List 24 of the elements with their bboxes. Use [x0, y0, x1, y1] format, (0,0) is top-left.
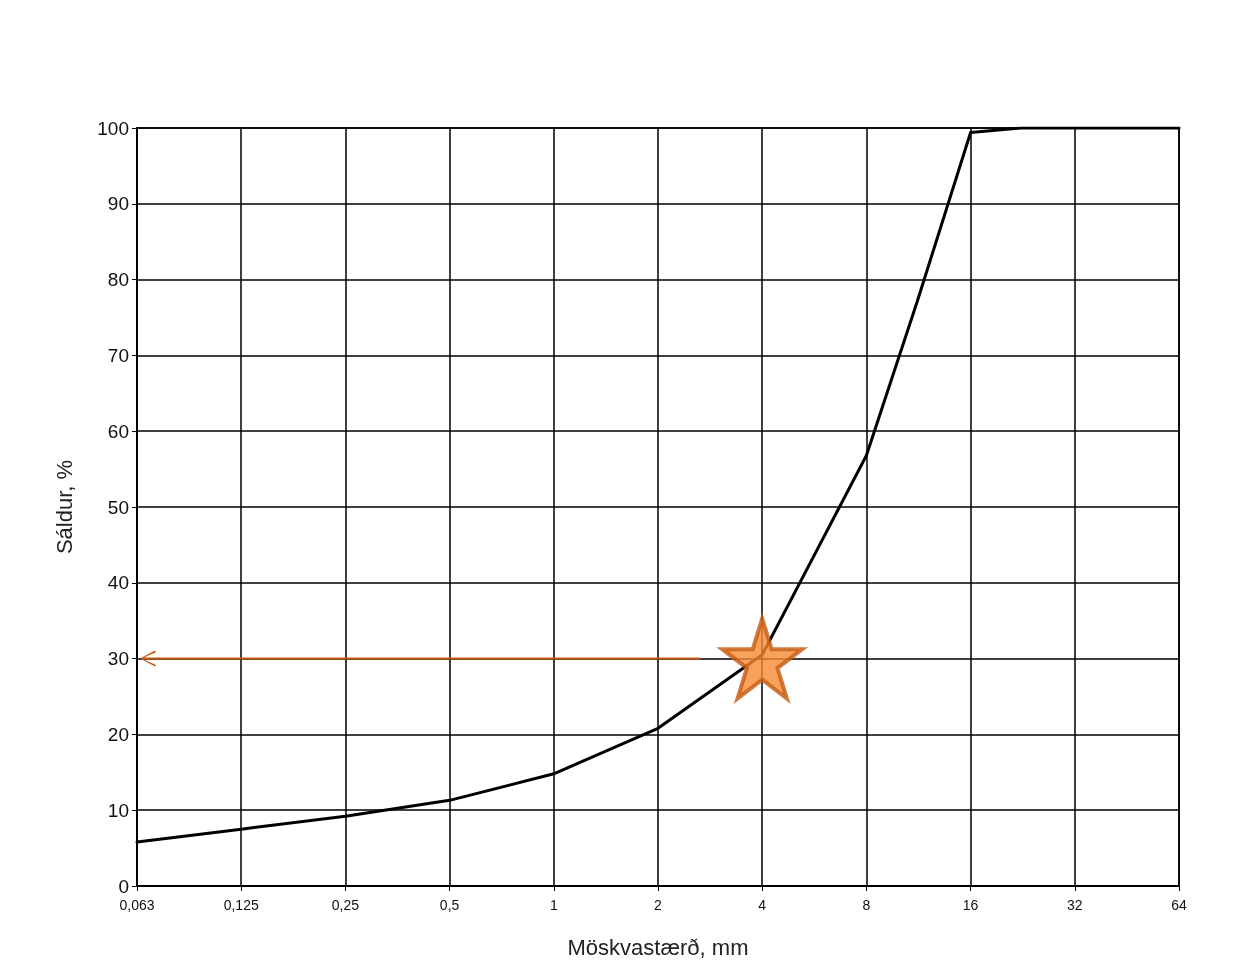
x-axis-title: Möskvastærð, mm — [567, 934, 749, 960]
y-tick-label: 50 — [107, 496, 129, 518]
x-tick-label: 0,125 — [223, 897, 259, 913]
y-tick-label: 10 — [107, 799, 129, 821]
x-tick-label: 4 — [758, 897, 767, 913]
y-tick-label: 30 — [107, 648, 129, 670]
x-tick-label: 16 — [962, 897, 979, 913]
y-tick-label: 80 — [107, 269, 129, 291]
x-tick-label: 0,25 — [331, 897, 360, 913]
x-tick-label: 0,5 — [439, 897, 460, 913]
y-tick-label: 60 — [107, 420, 129, 442]
y-axis-title: Sáldur, % — [51, 459, 77, 555]
y-tick-label: 40 — [107, 572, 129, 594]
y-tick-label: 0 — [118, 875, 129, 897]
y-tick-label: 20 — [107, 723, 129, 745]
x-tick-label: 32 — [1067, 897, 1083, 913]
x-tick-label: 8 — [862, 897, 871, 913]
y-tick-label: 90 — [107, 193, 129, 215]
x-tick-label: 64 — [1171, 897, 1187, 913]
x-tick-label: 2 — [654, 897, 663, 913]
y-tick-label: 100 — [97, 117, 129, 139]
y-tick-label: 70 — [107, 344, 129, 366]
x-tick-label: 1 — [549, 897, 558, 913]
x-tick-label: 0,063 — [119, 897, 155, 913]
